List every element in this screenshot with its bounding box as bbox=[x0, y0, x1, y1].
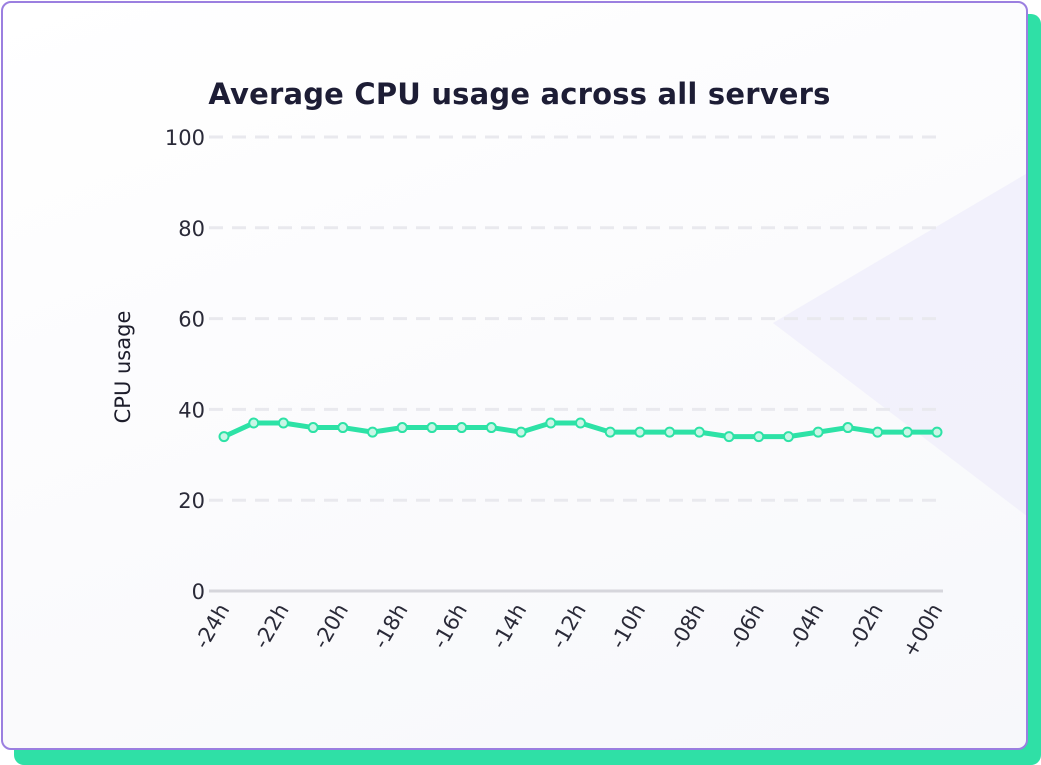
data-point bbox=[812, 426, 824, 438]
chart-card: Average CPU usage across all servers 0 20… bbox=[1, 1, 1028, 750]
x-tick-label: -14h bbox=[487, 600, 532, 653]
data-point bbox=[901, 426, 913, 438]
data-point bbox=[277, 417, 289, 429]
data-point bbox=[753, 431, 765, 443]
data-point bbox=[664, 426, 676, 438]
data-point bbox=[842, 422, 854, 434]
x-tick-label: +00h bbox=[898, 600, 948, 662]
data-point bbox=[723, 431, 735, 443]
card-decoration bbox=[773, 173, 1026, 516]
y-tick-label-60: 60 bbox=[178, 308, 205, 332]
x-tick-label: -10h bbox=[606, 600, 651, 653]
x-tick-label: -20h bbox=[309, 600, 354, 653]
data-point bbox=[337, 422, 349, 434]
data-point bbox=[575, 417, 586, 429]
chart-title: Average CPU usage across all servers bbox=[208, 77, 831, 111]
y-tick-label-80: 80 bbox=[178, 217, 205, 241]
data-point bbox=[931, 426, 943, 438]
data-point bbox=[248, 417, 260, 429]
y-tick-label-100: 100 bbox=[165, 126, 205, 150]
data-point bbox=[485, 422, 497, 434]
x-tick-label: -24h bbox=[190, 600, 235, 653]
x-tick-label: -04h bbox=[784, 600, 829, 653]
x-tick-label: -12h bbox=[546, 600, 591, 653]
data-point bbox=[456, 422, 468, 434]
x-tick-label: -16h bbox=[427, 600, 472, 653]
x-tick-label: -18h bbox=[368, 600, 413, 653]
data-point bbox=[634, 426, 646, 438]
y-tick-label-20: 20 bbox=[178, 489, 205, 513]
data-point bbox=[872, 426, 884, 438]
data-point bbox=[515, 426, 527, 438]
data-point bbox=[426, 422, 438, 434]
x-tick-label: -06h bbox=[724, 600, 769, 653]
data-point bbox=[782, 431, 794, 443]
data-point bbox=[367, 426, 379, 438]
data-point bbox=[218, 431, 230, 443]
x-tick-label: -22h bbox=[249, 600, 294, 653]
data-point bbox=[396, 422, 408, 434]
x-tick-label: -02h bbox=[843, 600, 888, 653]
data-point bbox=[545, 417, 557, 429]
data-point bbox=[307, 422, 319, 434]
cpu-line-chart: 0 20 40 60 80 100 CPU usage -24h -22h -20h -18h -16… bbox=[111, 126, 948, 662]
data-point bbox=[604, 426, 616, 438]
data-point bbox=[693, 426, 705, 438]
y-axis-label: CPU usage bbox=[111, 311, 135, 424]
y-tick-label-40: 40 bbox=[178, 398, 205, 422]
x-tick-label: -08h bbox=[665, 600, 710, 653]
y-tick-label-0: 0 bbox=[192, 580, 205, 604]
